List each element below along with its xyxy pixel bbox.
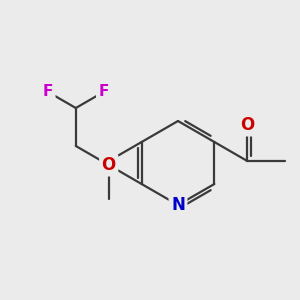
Text: F: F <box>98 85 109 100</box>
Text: N: N <box>171 196 185 214</box>
Text: O: O <box>240 116 254 134</box>
Text: O: O <box>102 156 116 174</box>
Text: F: F <box>43 85 53 100</box>
